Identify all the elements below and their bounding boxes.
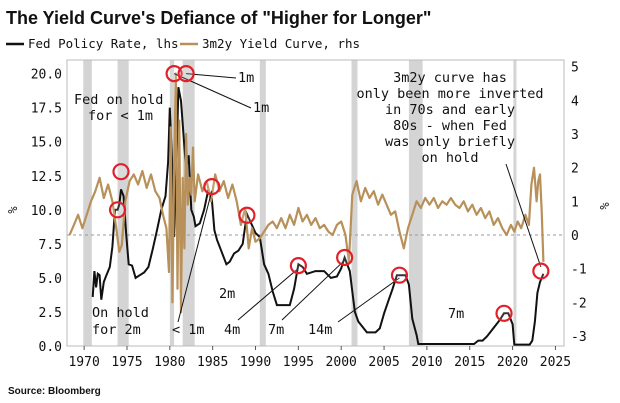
- source-note: Source: Bloomberg: [8, 386, 101, 397]
- plot-frame: [66, 59, 565, 347]
- left-y-tick-label: 7.5: [39, 238, 62, 253]
- recession-band: [513, 60, 517, 346]
- annotation-7m-2001: 7m: [268, 322, 284, 338]
- right-axis-ticks: -3 -2 -1 0 1 2 3 4 5: [571, 61, 587, 345]
- x-tick-label: 2025: [540, 355, 571, 370]
- right-y-tick-label: 4: [571, 94, 579, 109]
- annotation-text: was only briefly: [385, 134, 515, 150]
- annotation-pointer: [237, 267, 299, 321]
- series-line-3m2y-yield-curve: [68, 72, 545, 314]
- x-tick-label: 2015: [454, 355, 485, 370]
- hold-marker: [177, 65, 195, 83]
- annotation-text: on hold: [422, 150, 479, 166]
- left-axis-unit: %: [6, 206, 20, 214]
- chart-title: The Yield Curve's Defiance of "Higher fo…: [6, 8, 431, 28]
- left-y-tick-label: 0.0: [39, 340, 62, 355]
- x-tick-label: 2020: [497, 355, 528, 370]
- legend-label-yield-curve: 3m2y Yield Curve, rhs: [202, 36, 360, 51]
- hold-marker: [336, 248, 354, 267]
- left-y-tick-label: 20.0: [31, 68, 62, 83]
- annotation-text: in 70s and early: [385, 102, 515, 118]
- left-y-tick-label: 12.5: [31, 170, 62, 185]
- annotation-text: for 2m: [92, 322, 141, 338]
- x-tick-label: 1985: [197, 355, 228, 370]
- annotation-text: 80s - when Fed: [393, 118, 507, 134]
- annotation-1m-lower: 1m: [253, 100, 269, 116]
- hold-marker: [108, 201, 127, 219]
- left-y-tick-label: 10.0: [31, 204, 62, 219]
- hold-marker: [390, 266, 409, 284]
- x-tick-label: 1980: [154, 355, 185, 370]
- annotation-text: 3m2y curve has: [393, 70, 507, 86]
- annotation-on-hold-2m: On hold for 2m: [92, 305, 149, 338]
- annotation-pointer: [173, 73, 252, 109]
- legend: Fed Policy Rate, lhs 3m2y Yield Curve, r…: [6, 36, 360, 51]
- x-tick-label: 1990: [240, 355, 271, 370]
- x-tick-label: 2005: [368, 355, 399, 370]
- annotation-text: for < 1m: [88, 108, 153, 124]
- hold-marker: [532, 262, 550, 280]
- right-y-tick-label: 3: [571, 128, 579, 143]
- recession-band: [83, 60, 92, 346]
- annotation-less-1m: < 1m: [172, 322, 205, 338]
- annotation-pointer: [281, 259, 345, 321]
- hold-marker: [289, 257, 307, 275]
- annotation-text: On hold: [92, 305, 149, 321]
- x-axis-ticks: 1970 1975 1980 1985 1990 1995 2000 2005 2010 2015…: [68, 346, 571, 370]
- right-y-tick-label: 5: [571, 61, 579, 76]
- series-line-fed-policy-rate: [91, 87, 545, 346]
- annotation-2m: 2m: [219, 286, 235, 302]
- hold-period-markers: [108, 65, 550, 322]
- hold-marker: [495, 304, 513, 322]
- x-tick-label: 2010: [411, 355, 442, 370]
- left-y-tick-label: 17.5: [31, 102, 62, 117]
- left-y-tick-label: 5.0: [39, 272, 62, 287]
- hold-marker: [203, 178, 221, 196]
- x-tick-label: 2000: [326, 355, 357, 370]
- right-y-tick-label: -3: [571, 330, 587, 345]
- hold-marker: [238, 206, 256, 224]
- right-y-tick-label: -1: [571, 263, 587, 278]
- left-y-tick-label: 15.0: [31, 136, 62, 151]
- right-y-tick-label: 2: [571, 162, 579, 177]
- left-y-tick-label: 2.5: [39, 306, 62, 321]
- right-y-tick-label: 0: [571, 229, 579, 244]
- x-tick-label: 1995: [283, 355, 314, 370]
- hold-marker: [112, 163, 130, 181]
- right-y-tick-label: 1: [571, 195, 579, 210]
- annotation-14m: 14m: [308, 322, 332, 338]
- annotation-1m-upper: 1m: [238, 70, 254, 86]
- annotation-text: Fed on hold: [74, 92, 163, 108]
- recession-band: [351, 60, 358, 346]
- annotation-pointer: [177, 190, 213, 323]
- x-tick-label: 1970: [68, 355, 99, 370]
- annotation-4m: 4m: [224, 322, 240, 338]
- recession-band: [259, 60, 266, 346]
- annotation-fed-on-hold: Fed on hold for < 1m: [74, 92, 163, 124]
- hold-marker: [165, 65, 183, 83]
- left-axis-ticks: 0.0 2.5 5.0 7.5 10.0 12.5 15.0 17.5 20.0: [31, 68, 62, 355]
- right-y-tick-label: -2: [571, 296, 587, 311]
- annotation-text: only been more inverted: [357, 86, 544, 102]
- annotation-pointer: [505, 163, 542, 268]
- legend-label-fed-rate: Fed Policy Rate, lhs: [28, 36, 179, 51]
- x-tick-label: 1975: [111, 355, 142, 370]
- annotation-7m-2019: 7m: [448, 306, 464, 322]
- annotation-curve-inverted: 3m2y curve has only been more inverted i…: [357, 70, 544, 166]
- right-axis-unit: %: [597, 202, 611, 210]
- annotation-pointer: [337, 277, 400, 323]
